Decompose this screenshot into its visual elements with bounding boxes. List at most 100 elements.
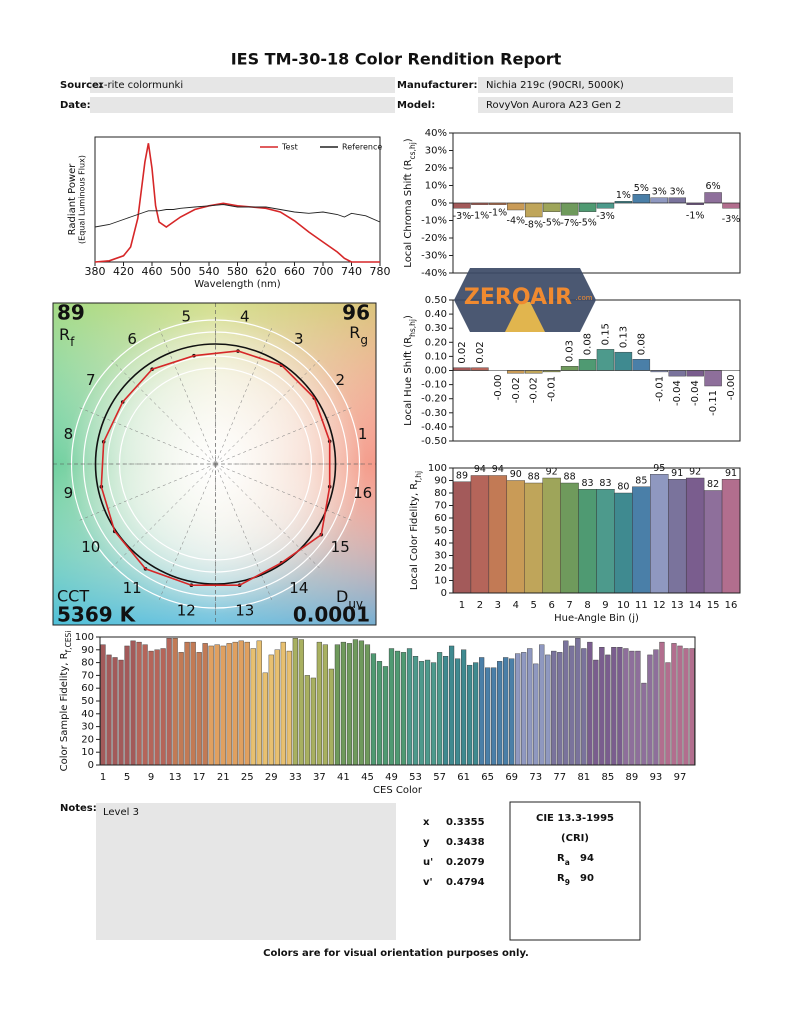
y-axis-label: Local Color Fidelity, Rf,hj — [409, 471, 423, 590]
x-tick-label: 700 — [313, 265, 334, 278]
duv-label-part: D — [336, 587, 348, 606]
bar — [244, 641, 250, 766]
y-tick-label: -40% — [421, 268, 447, 279]
bar — [358, 640, 365, 766]
bin-boundary — [215, 325, 274, 465]
y-axis-label-part: hs,hj — [408, 319, 417, 337]
value-label: 0.02 — [457, 341, 468, 363]
y-tick-label: 30 — [434, 551, 447, 562]
value-label: 0.03 — [565, 340, 576, 362]
bar — [452, 481, 472, 594]
bar — [467, 664, 473, 766]
bar — [298, 639, 304, 766]
series-line — [94, 204, 381, 228]
y-tick-label: 0 — [441, 588, 447, 599]
x-tick-label: 2 — [477, 600, 483, 611]
x-tick-label: 5 — [124, 772, 130, 783]
bin-boundary — [215, 357, 322, 465]
x-tick-label: 11 — [635, 600, 648, 611]
bar — [364, 644, 371, 766]
y-axis-label: Local Hue Shift (Rhs,hj) — [403, 315, 417, 426]
x-tick-label: 420 — [113, 265, 134, 278]
x-tick-label: 740 — [341, 265, 362, 278]
x-tick-label: 12 — [653, 600, 666, 611]
x-tick-label: 14 — [689, 600, 702, 611]
bar — [578, 202, 597, 212]
bar — [202, 643, 208, 766]
bar — [196, 652, 202, 766]
x-tick-label: 85 — [601, 772, 614, 783]
bar — [578, 489, 597, 594]
y-tick-label: 0 — [88, 760, 94, 771]
bar — [683, 648, 689, 766]
bar — [551, 650, 557, 766]
value-label: -0.01 — [547, 376, 558, 402]
bar — [563, 640, 569, 766]
y-tick-label: 100 — [75, 632, 94, 643]
value-label: -0.02 — [511, 377, 522, 403]
bar — [470, 475, 490, 594]
bar — [190, 641, 196, 766]
value-label: -1% — [471, 210, 490, 221]
bar — [310, 677, 316, 766]
x-tick-label: 49 — [385, 772, 398, 783]
rg-label: Rg — [349, 323, 368, 347]
watermark-sub: .com — [575, 294, 592, 302]
cri-label: R9 — [557, 873, 570, 887]
value-label: 91 — [671, 468, 683, 479]
bar — [100, 644, 106, 766]
x-tick-label: 93 — [650, 772, 663, 783]
notes-box — [96, 803, 396, 940]
rg-label-part: R — [349, 323, 360, 342]
value-label: 89 — [456, 470, 468, 481]
x-tick-label: 65 — [481, 772, 494, 783]
chromaticity-label: u' — [423, 857, 433, 868]
vector-frame — [52, 302, 377, 626]
value-label: -1% — [489, 207, 508, 218]
bin-label: 6 — [127, 330, 137, 348]
bar — [118, 659, 124, 766]
bar — [542, 202, 561, 212]
bar — [394, 650, 401, 766]
value-label: -0.11 — [708, 390, 719, 416]
value-label: -3% — [596, 211, 615, 222]
y-tick-label: 70 — [81, 670, 94, 681]
bar — [454, 658, 461, 766]
x-tick-label: 13 — [671, 600, 684, 611]
bar — [388, 648, 395, 766]
bar — [184, 641, 190, 766]
bar — [334, 644, 341, 766]
field-label: Source: — [60, 80, 103, 91]
y-axis-label-part: ) — [403, 315, 414, 319]
value-label: -5% — [578, 217, 597, 228]
cri-box — [509, 801, 641, 941]
x-tick-label: 21 — [217, 772, 230, 783]
bar — [596, 489, 615, 594]
bar — [632, 359, 651, 371]
x-tick-label: 61 — [457, 772, 470, 783]
y-axis-label-part: Local Color Fidelity, R — [409, 483, 420, 590]
x-tick-label: 3 — [495, 600, 501, 611]
bar — [685, 477, 705, 594]
bar — [587, 641, 593, 766]
x-tick-label: 89 — [626, 772, 639, 783]
x-tick-label: 57 — [433, 772, 446, 783]
y-tick-label: 60 — [434, 513, 447, 524]
cri-label-part: a — [565, 858, 570, 867]
bin-boundary — [76, 463, 216, 522]
value-label: -5% — [542, 217, 561, 228]
y-tick-label: -0.30 — [421, 408, 447, 419]
bar — [650, 474, 669, 594]
bin-label: 13 — [235, 602, 254, 620]
value-label: 6% — [706, 181, 721, 192]
bar — [524, 202, 543, 218]
plot-frame — [452, 299, 741, 442]
x-tick-label: 1 — [100, 772, 106, 783]
cri-label-part: R — [557, 873, 565, 884]
bar — [220, 645, 226, 766]
bin-label: 12 — [177, 602, 196, 620]
bar — [527, 648, 533, 766]
bin-label: 3 — [294, 330, 304, 348]
bar — [172, 638, 178, 766]
